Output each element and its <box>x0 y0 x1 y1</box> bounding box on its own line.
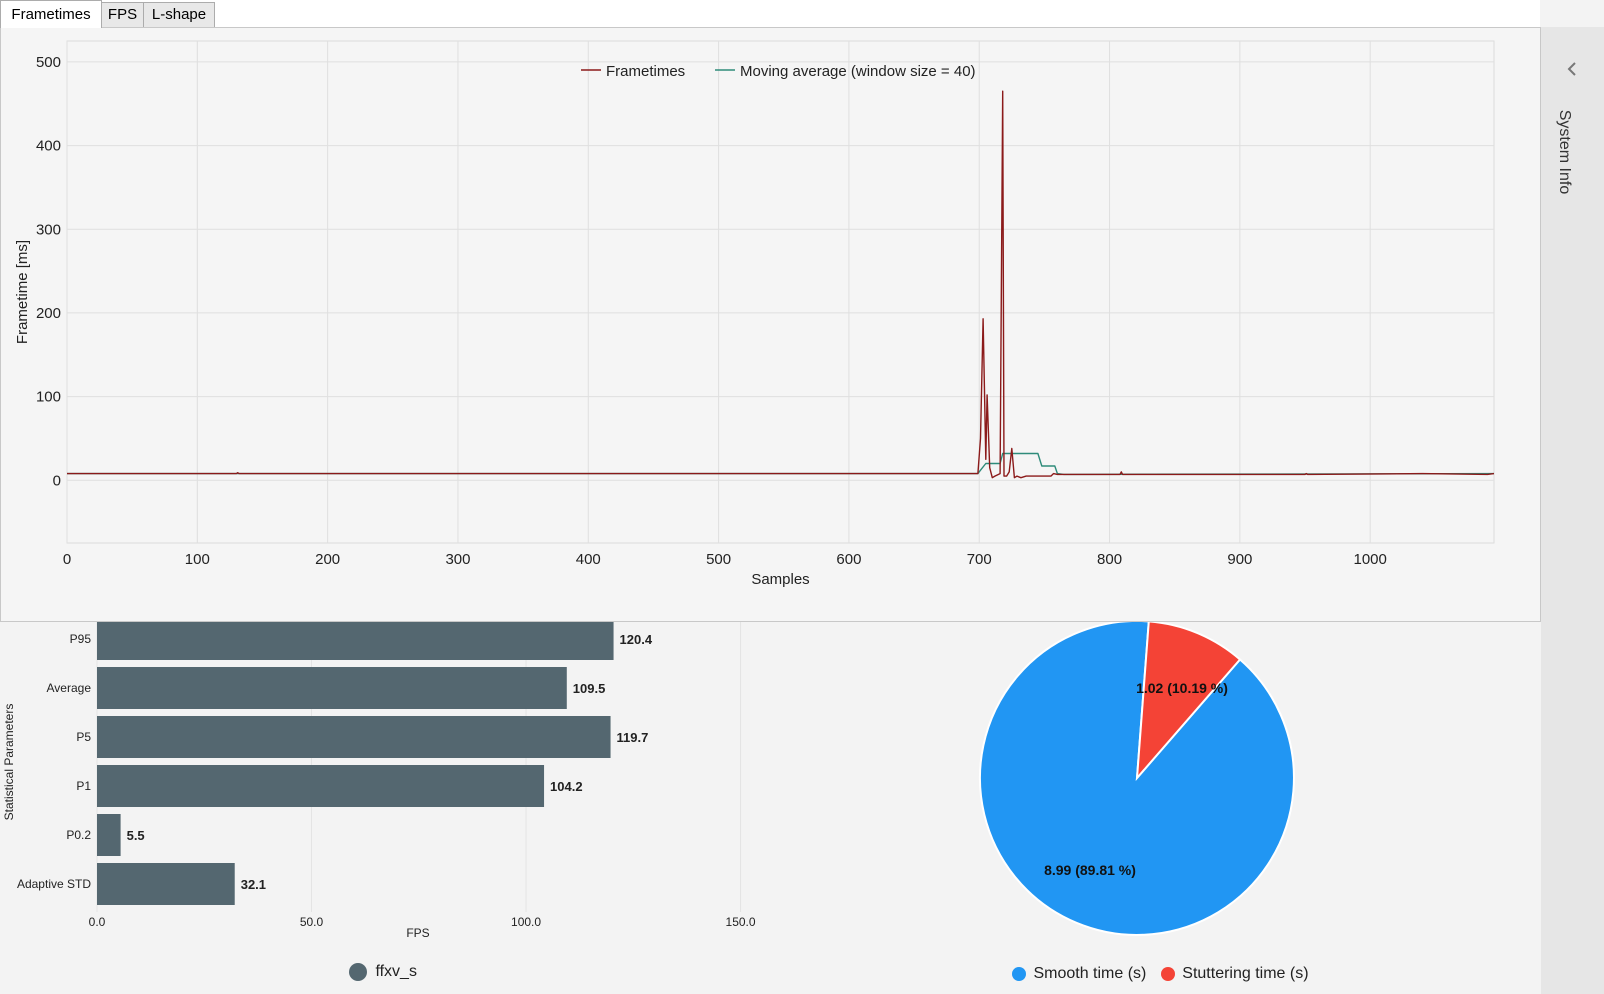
pie-legend-smooth[interactable]: Smooth time (s) <box>1012 965 1161 982</box>
chevron-left-icon[interactable] <box>1565 61 1581 77</box>
bar-p5 <box>97 716 611 758</box>
x-tick-label: 900 <box>1227 551 1252 568</box>
x-tick-label: 50.0 <box>300 915 324 929</box>
bar-p1 <box>97 765 545 807</box>
bar-category-label: P1 <box>76 779 91 793</box>
bar-value-label: 109.5 <box>573 681 606 696</box>
bar-legend-label: ffxv_s <box>375 963 417 980</box>
x-axis-label: Samples <box>751 571 809 588</box>
pie-label-smooth: 8.99 (89.81 %) <box>1044 862 1136 878</box>
stutter-pie-chart[interactable]: 8.99 (89.81 %) 1.02 (10.19 %) <box>950 622 1370 952</box>
bar-p95 <box>97 622 614 660</box>
legend-label: Moving average (window size = 40) <box>740 63 976 80</box>
bar-category-label: P95 <box>70 632 92 646</box>
tab-l-shape[interactable]: L-shape <box>143 2 215 27</box>
frametimes-chart-panel: 0 100 200 300 400 500 600 700 800 900 1000 0 100 200 3… <box>0 27 1541 622</box>
y-axis-label: Frametime [ms] <box>14 240 31 344</box>
bar-legend[interactable]: ffxv_s <box>349 963 417 981</box>
x-tick-label: 200 <box>315 551 340 568</box>
bar-value-label: 5.5 <box>127 828 145 843</box>
y-tick-label: 200 <box>36 305 61 322</box>
statistics-area: 0.0 50.0 100.0 150.0 P95 120.4 Average 109.5 P5 1… <box>0 622 1541 994</box>
bar-category-label: Adaptive STD <box>17 877 91 891</box>
pie-legend-stutter[interactable]: Stuttering time (s) <box>1160 965 1309 982</box>
x-tick-label: 100.0 <box>511 915 541 929</box>
bar-average <box>97 667 567 709</box>
bar-category-label: P0.2 <box>66 828 91 842</box>
bar-value-label: 120.4 <box>620 632 653 647</box>
bar-category-label: P5 <box>76 730 91 744</box>
bar-legend-dot <box>349 963 367 981</box>
stutter-legend-dot <box>1160 967 1175 981</box>
pie-label-stutter: 1.02 (10.19 %) <box>1136 680 1228 696</box>
frametimes-chart[interactable]: 0 100 200 300 400 500 600 700 800 900 1000 0 100 200 3… <box>1 28 1540 621</box>
x-tick-label: 0.0 <box>89 915 106 929</box>
x-tick-label: 500 <box>706 551 731 568</box>
bar-value-label: 119.7 <box>617 730 649 745</box>
system-info-toggle[interactable]: System Info <box>1556 109 1573 195</box>
bar-value-label: 104.2 <box>550 779 583 794</box>
x-tick-label: 100 <box>185 551 210 568</box>
y-tick-label: 0 <box>53 472 61 489</box>
y-axis-label: Statistical Parameters <box>2 704 16 821</box>
legend-label: Frametimes <box>606 63 685 80</box>
smooth-legend-dot <box>1012 967 1026 981</box>
pie-slice-stutter <box>1135 622 1242 781</box>
tab-frametimes[interactable]: Frametimes <box>0 0 102 28</box>
stats-bar-chart[interactable]: 0.0 50.0 100.0 150.0 P95 120.4 Average 109.5 P5 1… <box>0 622 800 952</box>
x-tick-label: 400 <box>576 551 601 568</box>
y-tick-label: 400 <box>36 138 61 155</box>
bar-value-label: 32.1 <box>241 877 266 892</box>
pie-legend: Smooth time (s) Stuttering time (s) <box>1012 965 1309 983</box>
x-tick-label: 700 <box>967 551 992 568</box>
y-tick-label: 100 <box>36 389 61 406</box>
x-tick-label: 300 <box>445 551 470 568</box>
y-tick-label: 500 <box>36 54 61 71</box>
stutter-legend-label: Stuttering time (s) <box>1182 965 1309 982</box>
frametimes-line <box>67 90 1495 479</box>
bar-p0-2 <box>97 814 121 856</box>
x-axis-label: FPS <box>406 926 429 940</box>
smooth-legend-label: Smooth time (s) <box>1033 965 1147 982</box>
system-info-sidebar <box>1541 27 1604 994</box>
tab-bar: Frametimes FPS L-shape <box>0 0 1540 28</box>
x-tick-label: 800 <box>1097 551 1122 568</box>
y-tick-label: 300 <box>36 221 61 238</box>
x-tick-label: 0 <box>63 551 71 568</box>
tab-fps[interactable]: FPS <box>101 2 144 27</box>
x-tick-label: 1000 <box>1354 551 1387 568</box>
x-tick-label: 150.0 <box>726 915 756 929</box>
bar-category-label: Average <box>47 681 92 695</box>
bar-adaptive-std <box>97 863 235 905</box>
x-tick-label: 600 <box>836 551 861 568</box>
plot-area <box>66 40 1495 544</box>
